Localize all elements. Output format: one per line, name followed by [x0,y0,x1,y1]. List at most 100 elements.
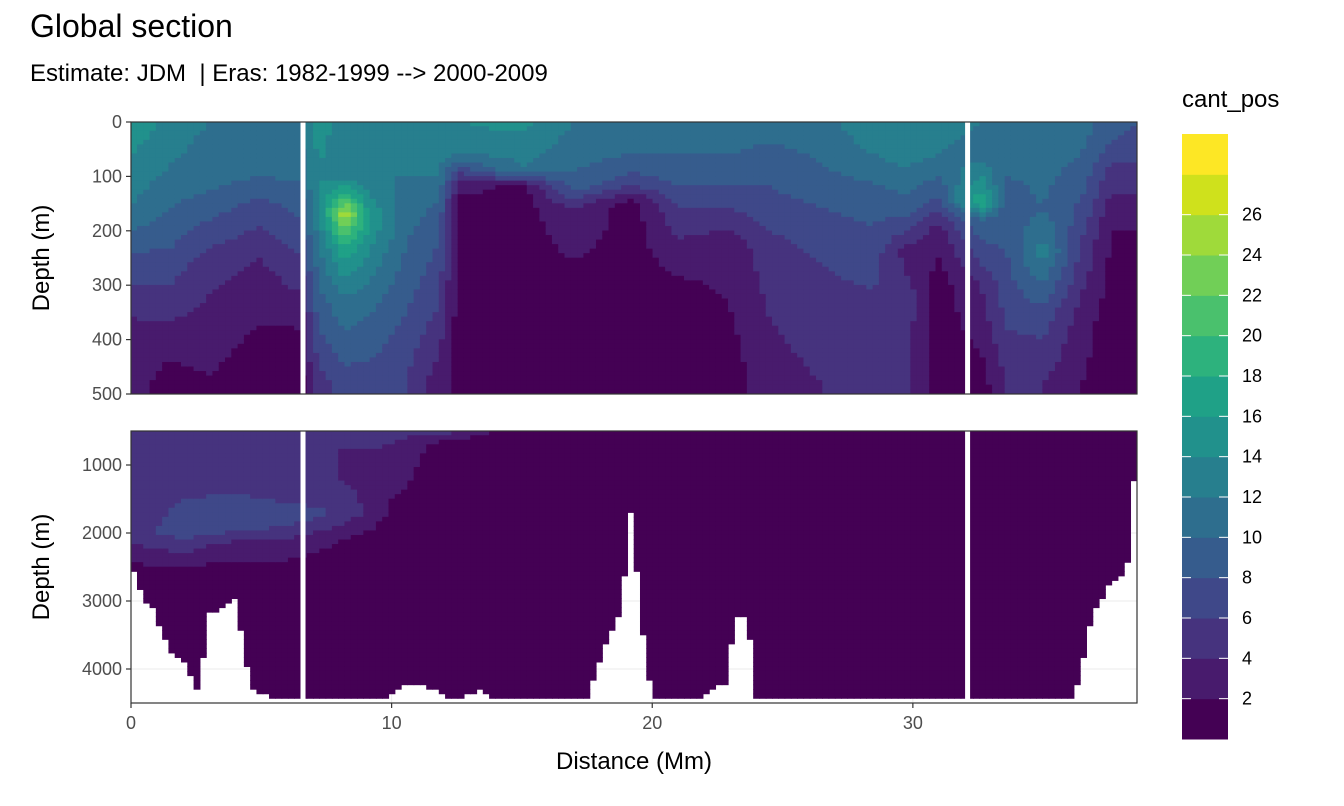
field-cell [627,253,635,259]
field-cell [633,284,641,291]
field-cell [375,230,383,236]
field-cell [432,244,440,250]
field-cell [218,212,226,218]
field-cell [212,171,220,177]
field-cell [514,389,522,395]
field-cell [589,257,597,263]
field-cell [419,284,427,291]
field-cell [445,330,452,336]
field-cell [149,162,157,168]
field-cell [225,130,232,136]
field-cell [451,316,459,322]
field-cell [375,375,383,381]
field-cell [281,235,289,241]
field-cell [231,171,239,177]
field-cell [495,153,503,159]
field-cell [350,194,358,200]
field-cell [457,230,465,236]
field-cell [313,239,320,245]
field-cell [382,375,390,381]
field-cell [193,384,201,390]
field-cell [570,176,578,182]
field-cell [168,275,176,281]
field-cell [143,389,151,395]
field-cell [501,157,509,164]
field-cell [482,343,490,349]
field-cell [426,275,434,281]
field-cell [369,325,377,331]
field-cell [269,325,276,331]
field-cell [218,303,226,309]
field-cell [533,371,540,377]
field-cell [130,266,138,272]
field-cell [595,162,603,168]
field-cell [457,284,465,291]
field-cell [583,330,591,336]
field-cell [319,384,327,390]
field-cell [149,384,157,390]
field-cell [646,185,654,191]
field-cell [350,162,358,168]
field-cell [250,384,258,390]
field-cell [357,139,364,145]
field-cell [262,289,270,295]
field-cell [595,339,603,345]
field-cell [646,316,654,322]
field-cell [507,371,515,377]
field-cell [218,135,226,141]
field-cell [269,307,276,313]
field-cell [369,185,377,191]
field-cell [577,289,584,295]
field-cell [482,244,490,250]
field-cell [614,312,622,318]
field-cell [212,352,220,359]
field-cell [470,384,478,390]
field-cell [344,162,352,168]
field-cell [533,171,540,177]
field-cell [646,339,654,345]
field-cell [306,375,314,381]
field-cell [451,307,459,313]
field-cell [369,343,377,349]
field-cell [136,307,144,313]
field-cell [218,216,226,223]
field-cell [419,135,427,141]
field-cell [489,266,496,272]
field-cell [181,157,188,164]
field-cell [319,148,327,155]
field-cell [306,194,314,200]
field-cell [621,230,629,236]
field-cell [269,352,276,359]
field-cell [419,171,427,177]
field-cell [457,244,465,250]
field-cell [149,257,157,263]
field-cell [225,271,232,277]
field-cell [225,366,232,372]
field-cell [243,244,251,250]
field-cell [363,325,371,331]
field-cell [181,361,188,368]
field-cell [130,262,138,268]
field-cell [225,307,232,313]
field-cell [155,262,163,268]
field-cell [325,189,333,195]
field-cell [130,212,138,218]
field-cell [287,348,295,354]
field-cell [174,230,182,236]
field-cell [199,194,207,200]
field-cell [306,207,314,213]
field-cell [507,230,515,236]
field-cell [294,203,302,209]
field-cell [149,194,157,200]
field-cell [338,280,346,286]
field-cell [155,389,163,395]
field-cell [608,230,616,236]
field-cell [564,239,572,245]
field-cell [495,389,503,395]
field-cell [212,371,220,377]
field-cell [357,235,364,241]
field-cell [388,239,396,245]
field-cell [237,239,245,245]
field-cell [564,262,572,268]
field-cell [583,167,591,173]
